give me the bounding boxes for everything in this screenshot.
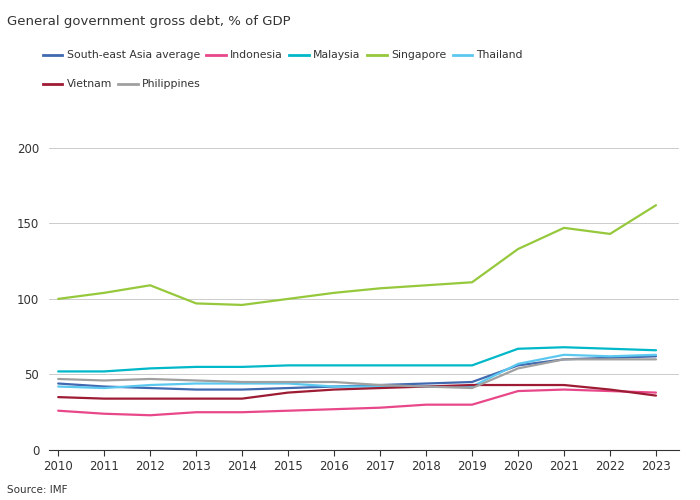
Text: Source: IMF: Source: IMF bbox=[7, 485, 67, 495]
Text: General government gross debt, % of GDP: General government gross debt, % of GDP bbox=[7, 15, 290, 28]
Legend: Vietnam, Philippines: Vietnam, Philippines bbox=[43, 80, 201, 90]
